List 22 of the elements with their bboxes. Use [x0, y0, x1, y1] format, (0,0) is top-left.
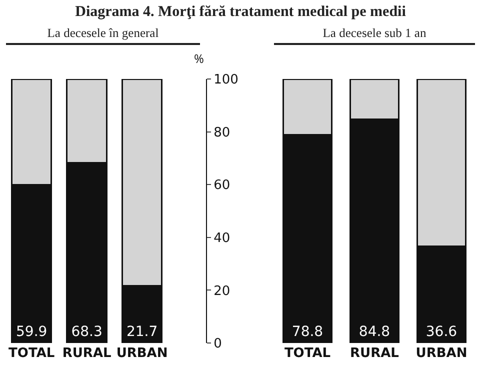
data-label: 78.8 [292, 324, 324, 340]
y-tick-label: 20 [214, 284, 230, 299]
y-tick-label: 0 [214, 336, 222, 352]
data-label: 68.3 [71, 324, 102, 340]
x-tick-label: URBAN [416, 346, 468, 361]
x-tick-label: RURAL [62, 346, 112, 361]
x-tick-label: URBAN [116, 346, 168, 361]
chart-subtitle: La decesele sub 1 an [274, 26, 475, 45]
chart-subtitle: La decesele în general [6, 26, 200, 45]
text: Diagrama 4. Morţi fără tratament medical pe medii [74, 4, 407, 21]
x-tick-label: TOTAL [8, 346, 55, 361]
x-tick-label: TOTAL [284, 346, 331, 361]
data-label: 59.9 [16, 324, 48, 340]
y-tick-label: 60 [214, 178, 230, 194]
data-label: 21.7 [126, 324, 158, 340]
y-tick-label: 80 [214, 125, 230, 140]
data-label: 36.6 [426, 324, 458, 340]
y-tick-label: 40 [214, 230, 230, 246]
y-tick-label: 100 [214, 72, 238, 88]
y-axis-title: % [194, 50, 204, 67]
data-label: 84.8 [358, 324, 390, 340]
x-tick-label: RURAL [350, 346, 399, 361]
